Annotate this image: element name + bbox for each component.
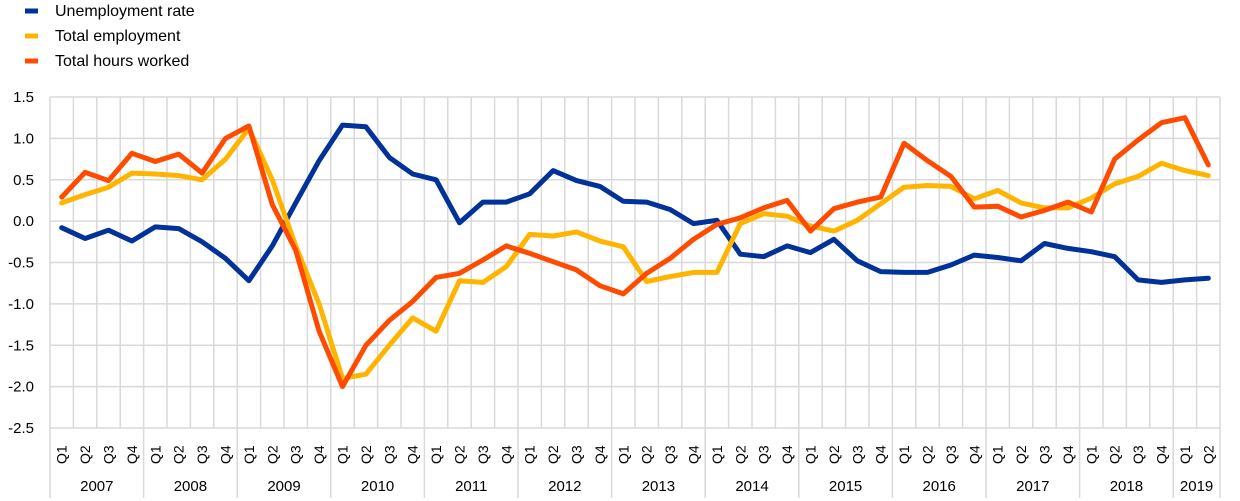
x-tick-label: Q4: [779, 445, 795, 464]
x-tick-label: Q2: [452, 445, 468, 464]
x-tick-label: Q3: [756, 445, 772, 464]
year-label: 2013: [642, 478, 675, 495]
x-tick-label: Q3: [849, 445, 865, 464]
y-tick-label: -1.0: [8, 296, 34, 313]
x-tick-label: Q2: [920, 445, 936, 464]
legend-label: Total employment: [55, 28, 181, 45]
x-tick-label: Q4: [1154, 445, 1170, 464]
x-tick-label: Q1: [335, 445, 351, 464]
x-tick-label: Q3: [662, 445, 678, 464]
x-tick-label: Q1: [241, 445, 257, 464]
x-tick-label: Q2: [171, 445, 187, 464]
y-tick-label: -1.5: [8, 337, 34, 354]
series-line-total-hours-worked: [59, 115, 1211, 390]
x-tick-label: Q1: [615, 445, 631, 464]
x-tick-label: Q4: [311, 445, 327, 464]
x-tick-label: Q1: [990, 445, 1006, 464]
x-tick-label: Q1: [896, 445, 912, 464]
year-label: 2017: [1016, 478, 1049, 495]
year-label: 2019: [1180, 478, 1213, 495]
year-label: 2010: [361, 478, 394, 495]
x-tick-label: Q4: [405, 445, 421, 464]
x-tick-label: Q1: [803, 445, 819, 464]
year-label: 2012: [548, 478, 581, 495]
x-tick-label: Q1: [428, 445, 444, 464]
y-tick-label: 0.5: [13, 172, 34, 189]
year-label: 2015: [829, 478, 862, 495]
x-tick-label: Q1: [1177, 445, 1193, 464]
x-tick-label: Q3: [381, 445, 397, 464]
x-tick-label: Q4: [498, 445, 514, 464]
x-tick-label: Q2: [1013, 445, 1029, 464]
x-tick-label: Q3: [101, 445, 117, 464]
x-tick-label: Q2: [1107, 445, 1123, 464]
x-tick-label: Q1: [1083, 445, 1099, 464]
legend-label: Total hours worked: [55, 53, 189, 70]
x-tick-label: Q3: [1130, 445, 1146, 464]
x-tick-label: Q4: [218, 445, 234, 464]
year-label: 2014: [735, 478, 768, 495]
x-tick-label: Q3: [475, 445, 491, 464]
y-tick-label: 1.5: [13, 89, 34, 106]
year-label: 2011: [455, 478, 487, 495]
x-tick-label: Q4: [124, 445, 140, 464]
y-tick-label: -2.5: [8, 420, 34, 437]
y-tick-label: -2.0: [8, 379, 34, 396]
x-tick-label: Q4: [592, 445, 608, 464]
x-tick-label: Q1: [522, 445, 538, 464]
x-tick-label: Q3: [194, 445, 210, 464]
year-label: 2009: [267, 478, 300, 495]
x-tick-label: Q3: [1037, 445, 1053, 464]
x-tick-label: Q2: [77, 445, 93, 464]
legend-label: Unemployment rate: [55, 3, 195, 20]
x-tick-label: Q2: [545, 445, 561, 464]
x-tick-label: Q2: [732, 445, 748, 464]
y-tick-label: -0.5: [8, 255, 34, 272]
x-tick-label: Q1: [54, 445, 70, 464]
year-label: 2007: [80, 478, 113, 495]
x-tick-label: Q1: [147, 445, 163, 464]
x-tick-label: Q1: [709, 445, 725, 464]
x-tick-label: Q2: [639, 445, 655, 464]
x-tick-label: Q3: [288, 445, 304, 464]
x-tick-label: Q4: [1060, 445, 1076, 464]
year-label: 2016: [923, 478, 956, 495]
series-line-unemployment-rate: [59, 122, 1211, 285]
x-tick-label: Q3: [943, 445, 959, 464]
y-tick-label: 0.0: [13, 213, 34, 230]
year-label: 2008: [174, 478, 207, 495]
year-label: 2018: [1110, 478, 1143, 495]
x-tick-label: Q2: [826, 445, 842, 464]
x-tick-label: Q2: [264, 445, 280, 464]
x-tick-label: Q2: [1200, 445, 1216, 464]
x-tick-label: Q2: [358, 445, 374, 464]
x-tick-label: Q4: [686, 445, 702, 464]
x-tick-label: Q4: [873, 445, 889, 464]
x-tick-label: Q3: [569, 445, 585, 464]
y-tick-label: 1.0: [13, 130, 34, 147]
x-tick-label: Q4: [966, 445, 982, 464]
